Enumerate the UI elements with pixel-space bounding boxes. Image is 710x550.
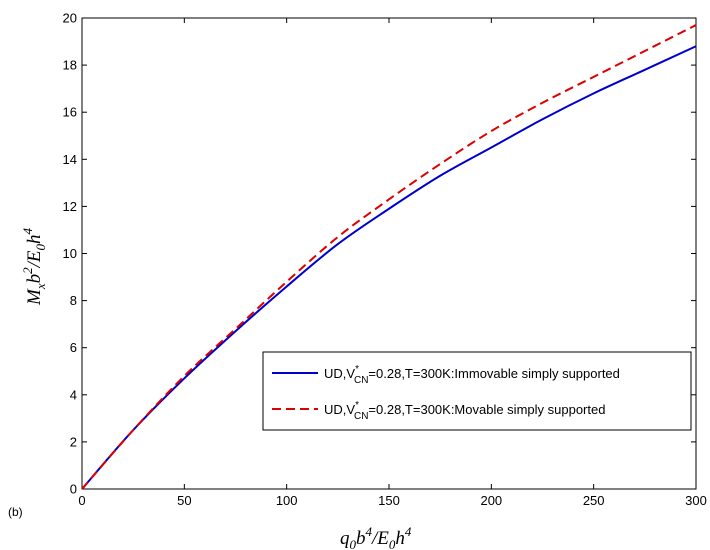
x-tick-label: 100	[276, 493, 298, 508]
y-tick-label: 18	[63, 58, 77, 73]
y-tick-label: 12	[63, 199, 77, 214]
y-tick-label: 4	[70, 387, 77, 402]
axis-ticks: 0 50 100 150 200 250 300 0 2 4 6 8 10 12 14 16 18 20	[63, 11, 707, 509]
series-lines	[81, 24, 697, 490]
y-tick-label: 0	[70, 482, 77, 497]
y-tick-label: 16	[63, 105, 77, 120]
legend-box	[262, 351, 692, 431]
y-tick-label: 2	[70, 434, 77, 449]
x-tick-label: 200	[480, 493, 502, 508]
x-tick-label: 250	[583, 493, 605, 508]
y-tick-label: 8	[70, 293, 77, 308]
x-tick-label: 50	[177, 493, 191, 508]
y-tick-label: 6	[70, 340, 77, 355]
panel-label: (b)	[8, 505, 23, 519]
y-tick-label: 14	[63, 152, 77, 167]
y-axis-label: Mxb2/E0h4	[20, 228, 48, 307]
legend: UD,V* CN=0.28,T=300K:Immovable simply sup…	[262, 351, 692, 431]
legend-label-movable: UD,V* CN=0.28,T=300K:Movable simply suppo…	[324, 400, 605, 422]
series-line-movable	[81, 24, 697, 490]
x-tick-label: 150	[378, 493, 400, 508]
series-line-immovable	[81, 45, 697, 490]
x-tick-label: 300	[685, 493, 707, 508]
x-axis-label: q0b4/E0h4	[340, 524, 412, 550]
x-tick-label: 0	[78, 493, 85, 508]
y-tick-label: 10	[63, 246, 77, 261]
legend-label-immovable: UD,V* CN=0.28,T=300K:Immovable simply sup…	[324, 364, 620, 386]
y-tick-label: 20	[63, 11, 77, 26]
